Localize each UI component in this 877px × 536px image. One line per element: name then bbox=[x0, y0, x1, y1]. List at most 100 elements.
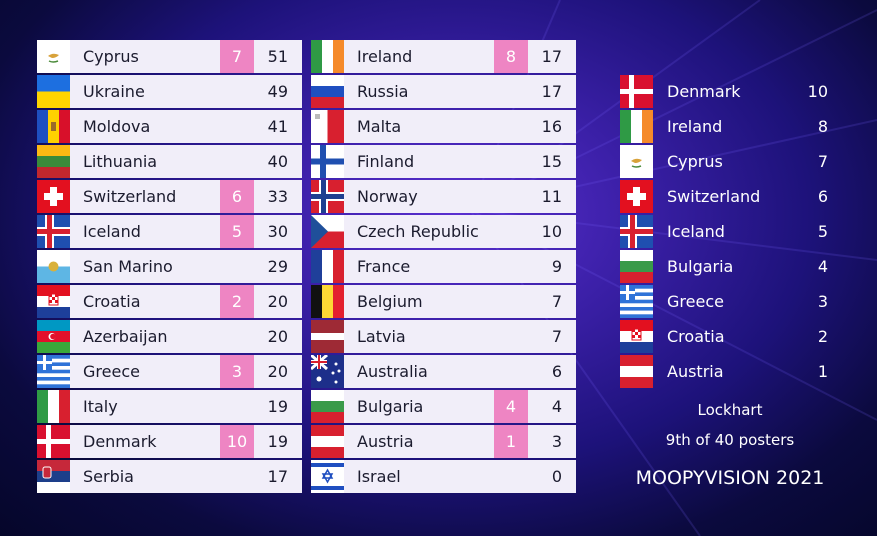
country-name: Denmark bbox=[83, 432, 157, 451]
russia-flag-icon bbox=[311, 75, 344, 108]
country-name: Iceland bbox=[83, 222, 141, 241]
country-name: Croatia bbox=[83, 292, 141, 311]
country-name: Switzerland bbox=[667, 187, 761, 206]
bulgaria-flag-icon bbox=[311, 390, 344, 423]
scoreboard-row: Russia 17 bbox=[311, 75, 576, 108]
received-points bbox=[494, 180, 528, 213]
country-name: Cyprus bbox=[83, 47, 139, 66]
total-score: 3 bbox=[551, 432, 562, 451]
received-points bbox=[220, 145, 254, 178]
country-name: Austria bbox=[357, 432, 414, 451]
scoreboard-row: Azerbaijan 20 bbox=[37, 320, 302, 353]
serbia-flag-icon bbox=[37, 460, 70, 493]
given-points-value: 2 bbox=[817, 327, 828, 346]
scoreboard-row: Latvia 7 bbox=[311, 320, 576, 353]
total-score: 15 bbox=[541, 152, 562, 171]
country-name: Moldova bbox=[83, 117, 151, 136]
country-name: Greece bbox=[667, 292, 724, 311]
received-points bbox=[220, 110, 254, 143]
scoreboard-row: Denmark 10 19 bbox=[37, 425, 302, 458]
total-score: 16 bbox=[541, 117, 562, 136]
given-points-value: 6 bbox=[817, 187, 828, 206]
country-name: Cyprus bbox=[667, 152, 723, 171]
total-score: 19 bbox=[267, 397, 288, 416]
greece-flag-icon bbox=[620, 285, 653, 318]
scoreboard-row: Malta 16 bbox=[311, 110, 576, 143]
san-marino-flag-icon bbox=[37, 250, 70, 283]
ireland-flag-icon bbox=[311, 40, 344, 73]
country-name: Norway bbox=[357, 187, 418, 206]
total-score: 51 bbox=[267, 47, 288, 66]
received-points bbox=[494, 215, 528, 248]
received-points bbox=[494, 250, 528, 283]
given-points-value: 1 bbox=[817, 362, 828, 381]
country-name: Israel bbox=[357, 467, 401, 486]
received-points: 3 bbox=[220, 355, 254, 388]
country-name: Latvia bbox=[357, 327, 406, 346]
country-name: Russia bbox=[357, 82, 409, 101]
country-name: Bulgaria bbox=[667, 257, 734, 276]
scoreboard-row: San Marino 29 bbox=[37, 250, 302, 283]
country-name: Ukraine bbox=[83, 82, 145, 101]
given-points-row: Austria 1 bbox=[620, 355, 840, 388]
denmark-flag-icon bbox=[620, 75, 653, 108]
total-score: 49 bbox=[267, 82, 288, 101]
total-score: 20 bbox=[267, 292, 288, 311]
italy-flag-icon bbox=[37, 390, 70, 423]
given-points-row: Denmark 10 bbox=[620, 75, 840, 108]
country-name: France bbox=[357, 257, 411, 276]
received-points bbox=[494, 320, 528, 353]
total-score: 33 bbox=[267, 187, 288, 206]
received-points: 2 bbox=[220, 285, 254, 318]
scoreboard-row: Ireland 8 17 bbox=[311, 40, 576, 73]
country-name: Czech Republic bbox=[357, 222, 479, 241]
scoreboard-row: Greece 3 20 bbox=[37, 355, 302, 388]
scoreboard-row: Moldova 41 bbox=[37, 110, 302, 143]
received-points: 5 bbox=[220, 215, 254, 248]
scoreboard-left-column: Cyprus 7 51 Ukraine 49 Moldova 41 Lithuania 4… bbox=[37, 40, 302, 495]
scoreboard-row: Italy 19 bbox=[37, 390, 302, 423]
israel-flag-icon bbox=[311, 460, 344, 493]
country-name: Bulgaria bbox=[357, 397, 424, 416]
total-score: 20 bbox=[267, 362, 288, 381]
voter-name: Lockhart bbox=[697, 401, 763, 419]
country-name: Finland bbox=[357, 152, 415, 171]
total-score: 11 bbox=[541, 187, 562, 206]
cyprus-flag-icon bbox=[620, 145, 653, 178]
switzerland-flag-icon bbox=[37, 180, 70, 213]
moldova-flag-icon bbox=[37, 110, 70, 143]
iceland-flag-icon bbox=[37, 215, 70, 248]
scoreboard-row: Israel 0 bbox=[311, 460, 576, 493]
croatia-flag-icon bbox=[620, 320, 653, 353]
given-points-row: Iceland 5 bbox=[620, 215, 840, 248]
given-points-row: Greece 3 bbox=[620, 285, 840, 318]
croatia-flag-icon bbox=[37, 285, 70, 318]
scoreboard-row: France 9 bbox=[311, 250, 576, 283]
given-points-row: Ireland 8 bbox=[620, 110, 840, 143]
scoreboard-row: Serbia 17 bbox=[37, 460, 302, 493]
received-points bbox=[494, 460, 528, 493]
czech-flag-icon bbox=[311, 215, 344, 248]
ukraine-flag-icon bbox=[37, 75, 70, 108]
total-score: 40 bbox=[267, 152, 288, 171]
iceland-flag-icon bbox=[620, 215, 653, 248]
given-points-list: Denmark 10 Ireland 8 Cyprus 7 Switzerland 6 … bbox=[620, 75, 840, 390]
country-name: Australia bbox=[357, 362, 428, 381]
received-points bbox=[220, 460, 254, 493]
received-points: 1 bbox=[494, 425, 528, 458]
switzerland-flag-icon bbox=[620, 180, 653, 213]
given-points-row: Bulgaria 4 bbox=[620, 250, 840, 283]
scoreboard-row: Switzerland 6 33 bbox=[37, 180, 302, 213]
country-name: Austria bbox=[667, 362, 724, 381]
finland-flag-icon bbox=[311, 145, 344, 178]
country-name: San Marino bbox=[83, 257, 173, 276]
country-name: Ireland bbox=[667, 117, 723, 136]
france-flag-icon bbox=[311, 250, 344, 283]
bulgaria-flag-icon bbox=[620, 250, 653, 283]
given-points-row: Cyprus 7 bbox=[620, 145, 840, 178]
azerbaijan-flag-icon bbox=[37, 320, 70, 353]
country-name: Ireland bbox=[357, 47, 413, 66]
received-points bbox=[220, 250, 254, 283]
received-points bbox=[220, 75, 254, 108]
received-points bbox=[494, 145, 528, 178]
